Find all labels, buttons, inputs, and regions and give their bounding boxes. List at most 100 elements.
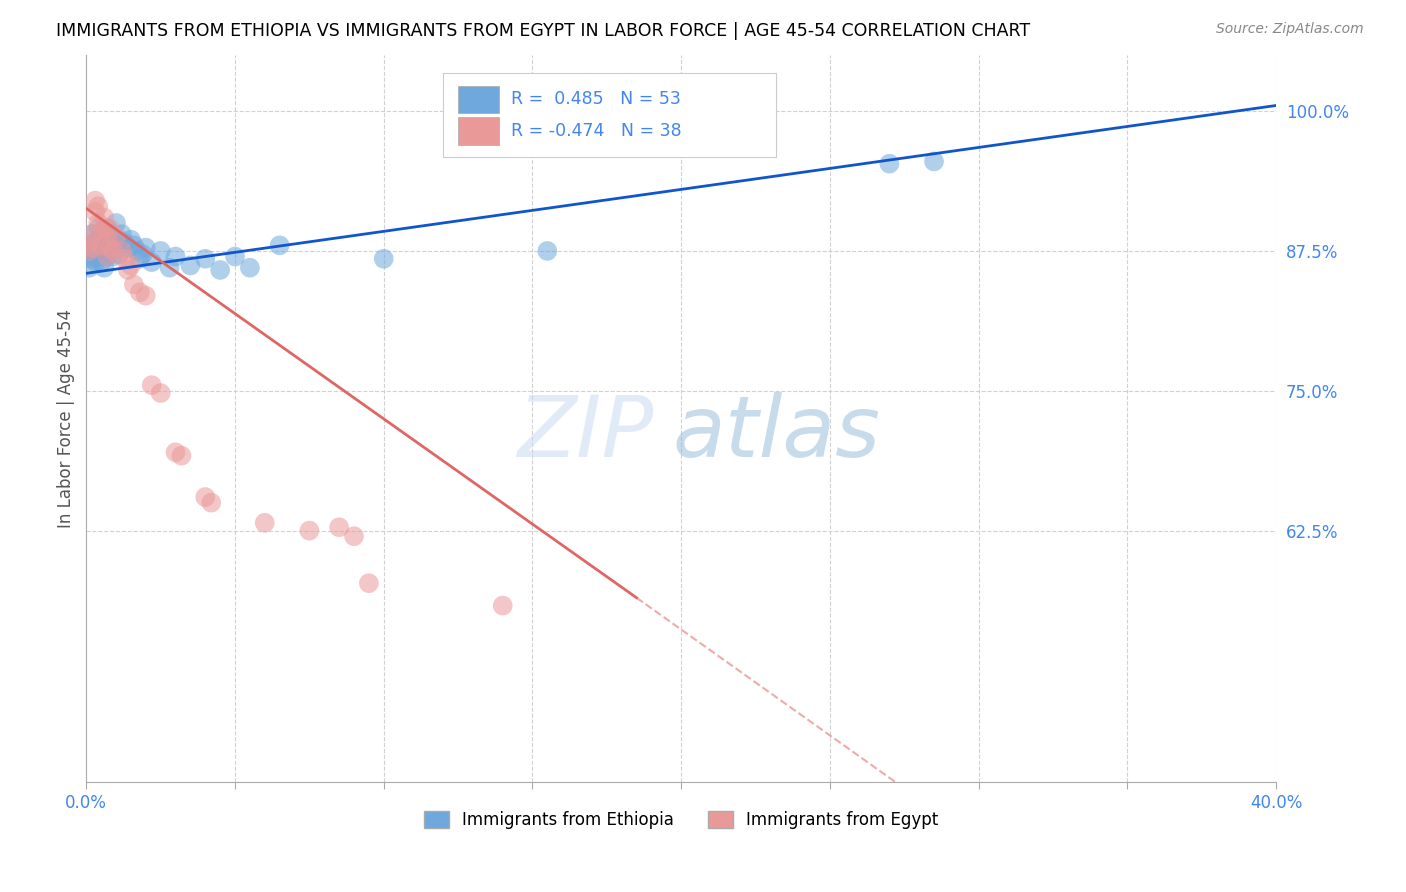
Point — [170, 449, 193, 463]
Point — [93, 244, 115, 258]
Point — [120, 233, 142, 247]
Point — [328, 520, 350, 534]
Point — [93, 225, 115, 239]
Point — [149, 244, 172, 258]
Point — [87, 241, 110, 255]
Point — [82, 227, 104, 241]
Point — [84, 194, 107, 208]
Point — [114, 252, 136, 266]
Point — [117, 241, 139, 255]
Point — [105, 216, 128, 230]
Point — [90, 229, 112, 244]
Point — [159, 260, 181, 275]
FancyBboxPatch shape — [457, 86, 499, 113]
Point — [98, 244, 121, 258]
Point — [77, 260, 100, 275]
FancyBboxPatch shape — [457, 117, 499, 145]
Point — [122, 238, 145, 252]
Point — [117, 263, 139, 277]
Point — [269, 238, 291, 252]
Point — [149, 386, 172, 401]
Point — [105, 229, 128, 244]
Point — [194, 490, 217, 504]
Point — [84, 236, 107, 251]
Text: atlas: atlas — [672, 392, 880, 475]
Point — [84, 255, 107, 269]
Point — [87, 250, 110, 264]
Point — [141, 255, 163, 269]
Text: IMMIGRANTS FROM ETHIOPIA VS IMMIGRANTS FROM EGYPT IN LABOR FORCE | AGE 45-54 COR: IMMIGRANTS FROM ETHIOPIA VS IMMIGRANTS F… — [56, 22, 1031, 40]
Point — [132, 247, 155, 261]
Point — [96, 221, 118, 235]
Text: Source: ZipAtlas.com: Source: ZipAtlas.com — [1216, 22, 1364, 37]
Point — [128, 252, 150, 266]
Point — [135, 241, 157, 255]
Point — [96, 250, 118, 264]
Point — [82, 244, 104, 258]
Point — [90, 238, 112, 252]
Point — [93, 221, 115, 235]
Point — [373, 252, 395, 266]
Point — [108, 233, 131, 247]
Point — [135, 288, 157, 302]
FancyBboxPatch shape — [443, 73, 776, 157]
Point — [98, 227, 121, 241]
Point — [82, 252, 104, 266]
Point — [224, 250, 246, 264]
Point — [84, 204, 107, 219]
Point — [194, 252, 217, 266]
Point — [492, 599, 515, 613]
Point — [357, 576, 380, 591]
Point — [165, 250, 187, 264]
Point — [200, 496, 222, 510]
Point — [141, 378, 163, 392]
Point — [87, 216, 110, 230]
Point — [879, 156, 901, 170]
Point — [101, 233, 124, 247]
Point — [96, 238, 118, 252]
Point — [82, 241, 104, 255]
Point — [125, 244, 148, 258]
Y-axis label: In Labor Force | Age 45-54: In Labor Force | Age 45-54 — [58, 310, 75, 528]
Legend: Immigrants from Ethiopia, Immigrants from Egypt: Immigrants from Ethiopia, Immigrants fro… — [418, 805, 945, 836]
Point — [84, 247, 107, 261]
Point — [98, 241, 121, 255]
Point — [90, 241, 112, 255]
Point — [165, 445, 187, 459]
Point — [101, 244, 124, 258]
Point — [77, 238, 100, 252]
Point — [101, 250, 124, 264]
Point — [77, 250, 100, 264]
Point — [179, 259, 201, 273]
Point — [114, 236, 136, 251]
Text: R = -0.474   N = 38: R = -0.474 N = 38 — [510, 122, 682, 141]
Point — [96, 250, 118, 264]
Point — [87, 221, 110, 235]
Point — [96, 233, 118, 247]
Point — [343, 529, 366, 543]
Text: ZIP: ZIP — [517, 392, 654, 475]
Point — [111, 227, 134, 241]
Point — [93, 260, 115, 275]
Point — [209, 263, 232, 277]
Point — [90, 225, 112, 239]
Point — [536, 244, 558, 258]
Point — [87, 199, 110, 213]
Point — [111, 244, 134, 258]
Point — [253, 516, 276, 530]
Point — [298, 524, 321, 538]
Point — [77, 236, 100, 251]
Point — [922, 154, 945, 169]
Point — [128, 285, 150, 300]
Point — [82, 227, 104, 241]
Point — [98, 221, 121, 235]
Point — [77, 244, 100, 258]
Text: R =  0.485   N = 53: R = 0.485 N = 53 — [510, 90, 681, 109]
Point — [105, 238, 128, 252]
Point — [90, 255, 112, 269]
Point — [120, 259, 142, 273]
Point — [93, 211, 115, 225]
Point — [122, 277, 145, 292]
Point — [239, 260, 262, 275]
Point — [108, 247, 131, 261]
